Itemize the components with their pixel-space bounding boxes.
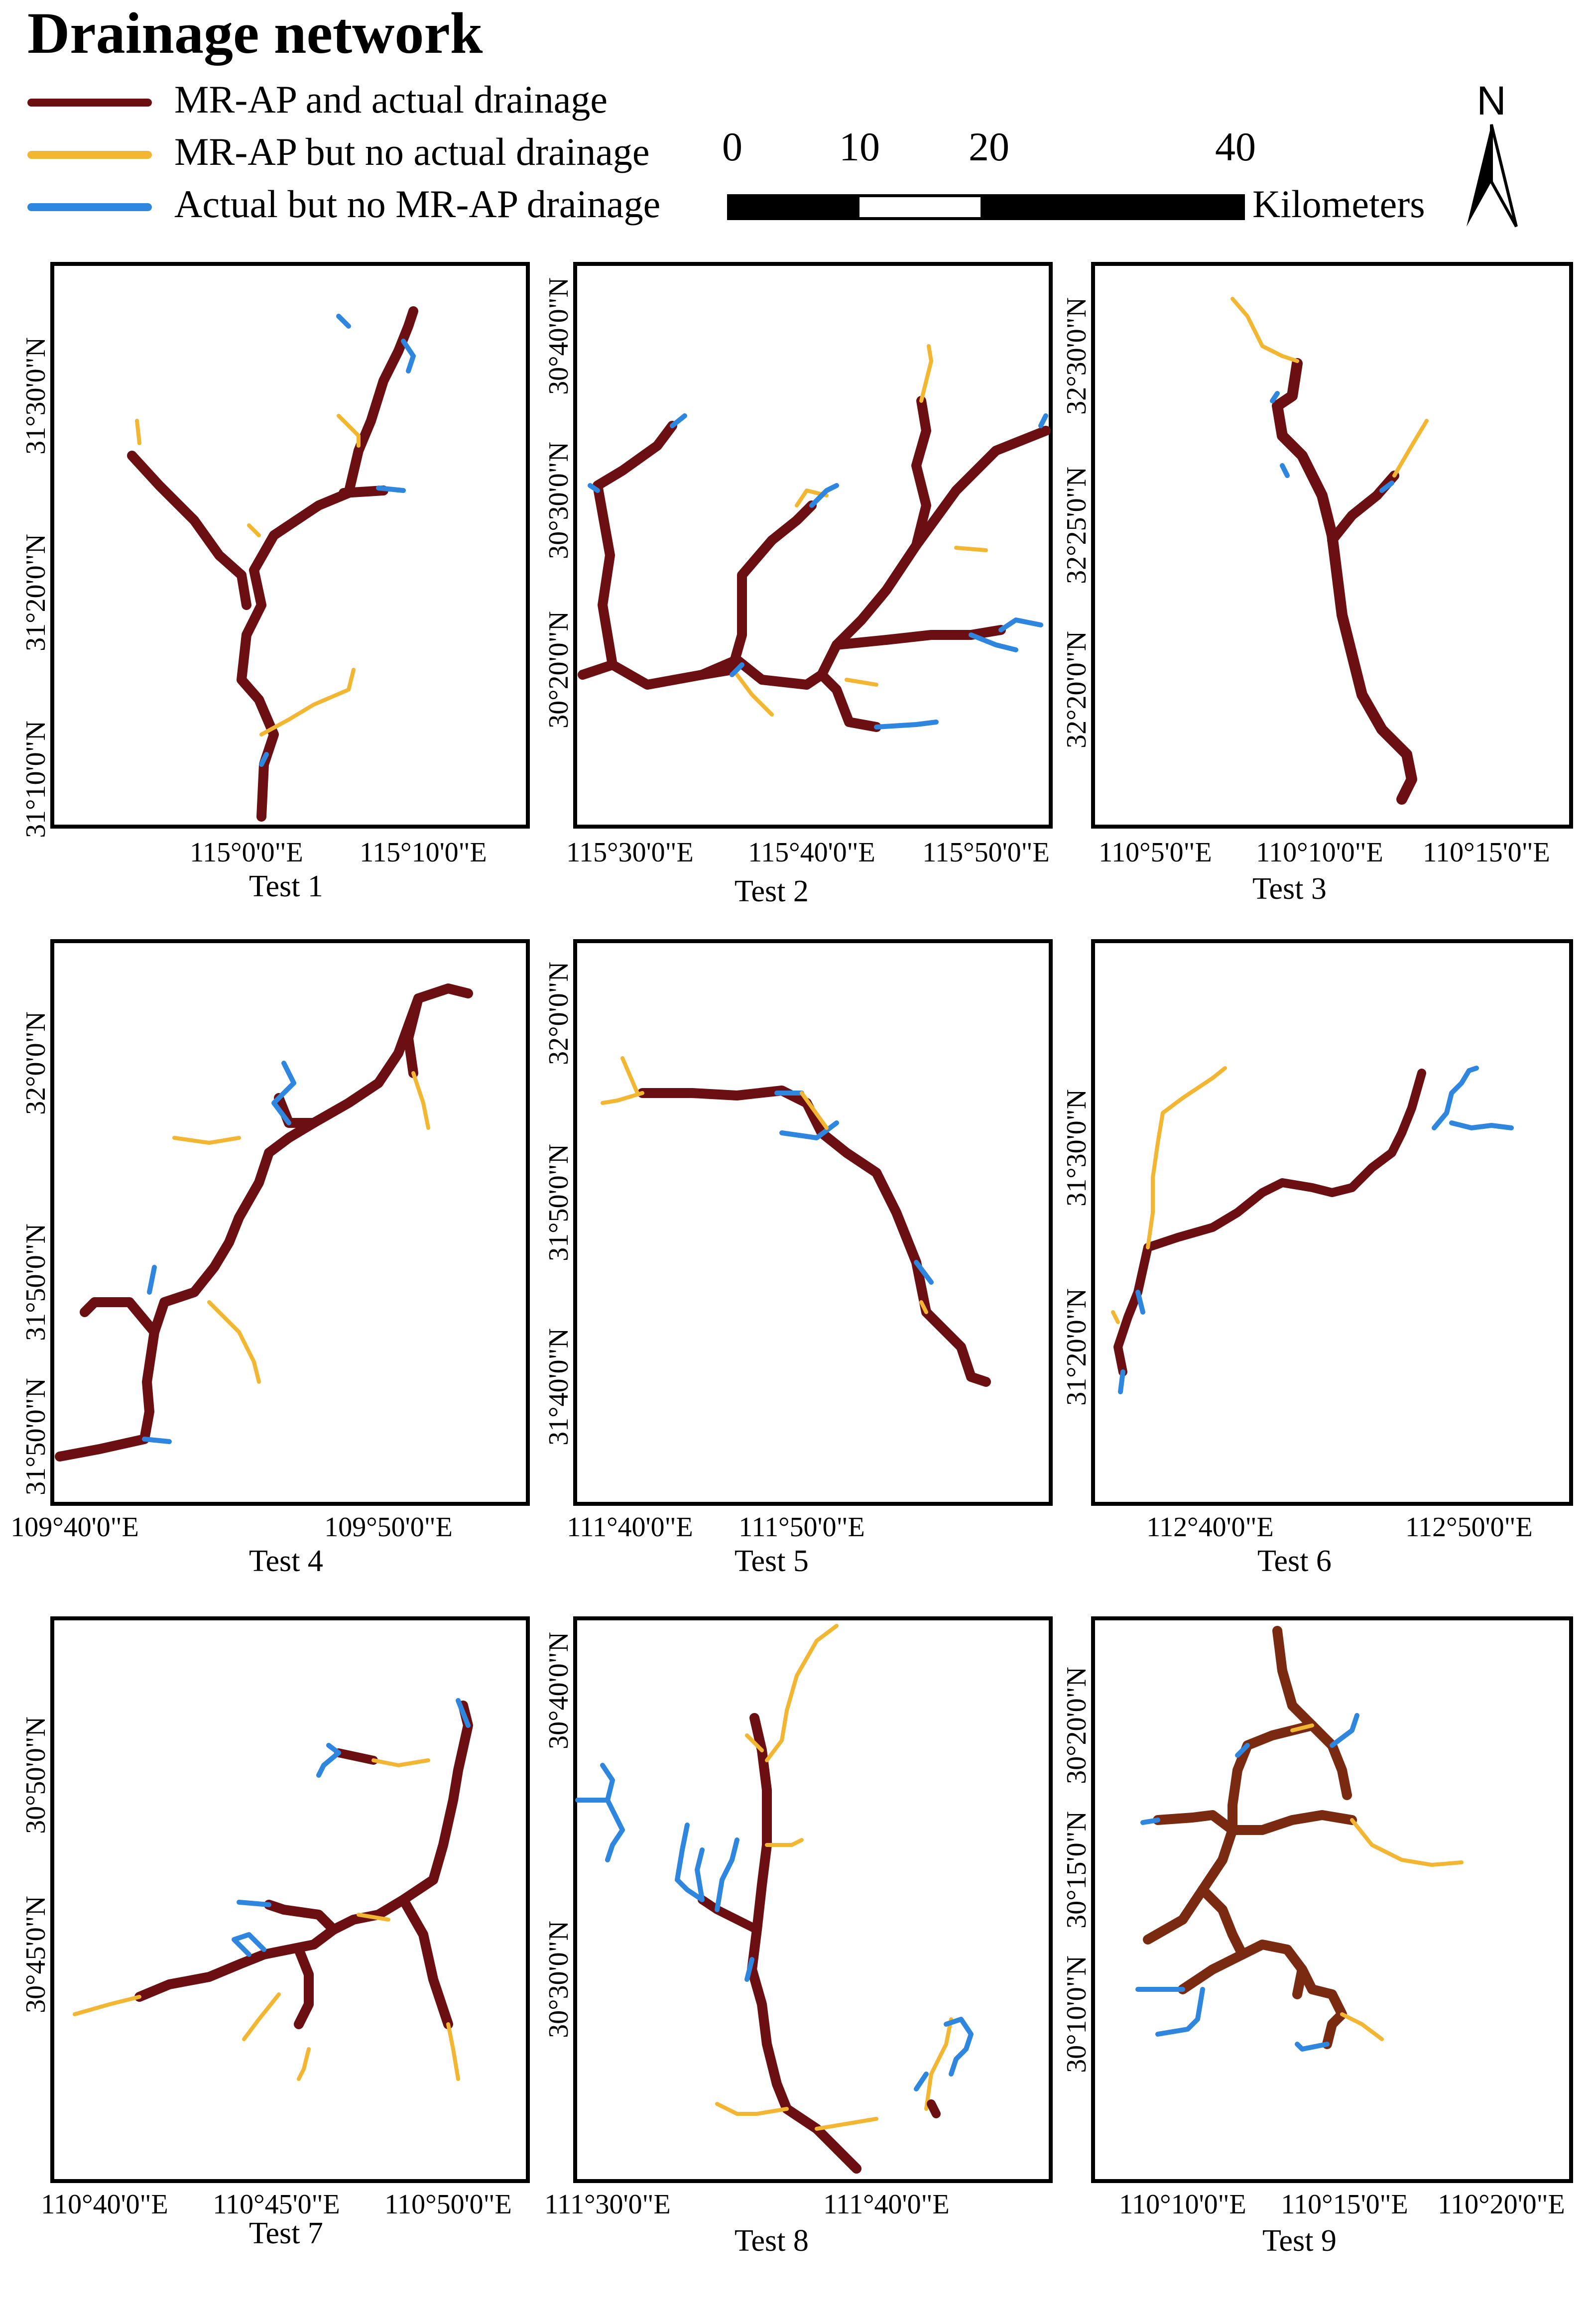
map-test-6: 31°30'0"N 31°20'0"N 112°40'0"E 112°50'0"… [1063,939,1573,1543]
scale-tick-10: 10 [839,124,880,169]
ytick-1: 31°30'0"N [20,337,51,455]
xtick-1: 115°30'0"E [566,837,693,868]
xtick-1: 109°40'0"E [10,1512,139,1543]
north-arrow: N [1457,77,1526,237]
map-test-9: 30°20'0"N 30°15'0"N 30°10'0"N 110°10'0"E… [1063,1616,1573,2220]
ytick-1: 30°50'0"N [20,1716,51,1834]
ytick-3: 31°40'0"N [543,1328,574,1446]
panel-test-1: 31°30'0"N 31°20'0"N 31°10'0"N 115°0'0"E … [10,256,543,964]
legend-label-actual-only: Actual but no MR-AP drainage [174,182,661,226]
scale-segment-1 [727,194,857,220]
ytick-3: 30°10'0"N [1063,1955,1092,2073]
xtick-2: 109°50'0"E [324,1512,453,1543]
map-title: Drainage network [27,0,483,66]
legend-label-matched: MR-AP and actual drainage [174,78,608,121]
ytick-2: 30°15'0"N [1063,1811,1092,1929]
panel-title: Test 4 [249,1544,323,1578]
scale-units: Kilometers [1252,182,1425,226]
panel-test-2: 30°40'0"N 30°30'0"N 30°20'0"N 115°30'0"E… [538,256,1071,964]
map-test-2: 30°40'0"N 30°30'0"N 30°20'0"N 115°30'0"E… [543,262,1053,868]
xtick-2: 110°10'0"E [1256,837,1383,868]
panel-test-9: 30°20'0"N 30°15'0"N 30°10'0"N 110°10'0"E… [1063,1611,1596,2318]
panel-title: Test 3 [1252,872,1327,906]
ytick-2: 31°20'0"N [1063,1288,1092,1406]
map-test-7: 30°50'0"N 30°45'0"N 110°40'0"E 110°45'0"… [20,1616,530,2220]
ytick-2: 30°30'0"N [543,1921,574,2038]
xtick-1: 110°10'0"E [1119,2189,1246,2220]
map-test-1: 31°30'0"N 31°20'0"N 31°10'0"N 115°0'0"E … [20,262,530,868]
xtick-1: 112°40'0"E [1146,1512,1273,1543]
xtick-2: 115°40'0"E [748,837,875,868]
ytick-3: 31°50'0"N [20,1378,51,1495]
xtick-2: 110°15'0"E [1281,2189,1408,2220]
scale-tick-0: 0 [722,124,742,169]
panel-title: Test 1 [249,869,323,903]
xtick-2: 110°45'0"E [213,2189,340,2220]
ytick-1: 30°40'0"N [543,277,574,395]
legend-swatch-mrap-only [27,151,152,159]
legend-item-matched: MR-AP and actual drainage [27,75,725,124]
panel-test-7: 30°50'0"N 30°45'0"N 110°40'0"E 110°45'0"… [10,1611,543,2318]
map-test-5: 32°0'0"N 31°50'0"N 31°40'0"N 111°40'0"E … [543,939,1053,1543]
ytick-3: 32°20'0"N [1063,631,1092,748]
ytick-1: 30°40'0"N [543,1632,574,1749]
scale-segment-3 [983,194,1245,220]
xtick-1: 110°40'0"E [41,2189,168,2220]
ytick-3: 30°20'0"N [543,611,574,729]
ytick-1: 30°20'0"N [1063,1667,1092,1784]
map-test-3: 32°30'0"N 32°25'0"N 32°20'0"N 110°5'0"E … [1063,262,1573,868]
panel-title: Test 9 [1262,2224,1337,2258]
ytick-1: 32°30'0"N [1063,297,1092,415]
panel-title: Test 8 [735,2224,809,2258]
xtick-1: 111°30'0"E [544,2189,670,2220]
xtick-3: 115°50'0"E [922,837,1049,868]
panel-test-4: 32°0'0"N 31°50'0"N 31°50'0"N 109°40'0"E … [10,934,543,1641]
legend-swatch-matched [27,99,152,107]
ytick-2: 30°30'0"N [543,442,574,559]
ytick-2: 32°25'0"N [1063,467,1092,584]
panel-test-8: 30°40'0"N 30°30'0"N 111°30'0"E 111°40'0"… [538,1611,1071,2318]
north-label: N [1476,78,1506,123]
ytick-1: 32°0'0"N [20,1011,51,1115]
panel-test-6: 31°30'0"N 31°20'0"N 112°40'0"E 112°50'0"… [1063,934,1596,1641]
legend-swatch-actual-only [27,203,152,211]
ytick-2: 31°50'0"N [543,1144,574,1261]
panel-test-5: 32°0'0"N 31°50'0"N 31°40'0"N 111°40'0"E … [538,934,1071,1641]
xtick-2: 115°10'0"E [360,837,487,868]
scale-segment-2 [857,194,983,220]
legend-item-actual-only: Actual but no MR-AP drainage [27,179,725,229]
xtick-1: 115°0'0"E [190,837,303,868]
xtick-3: 110°50'0"E [384,2189,511,2220]
xtick-2: 112°50'0"E [1405,1512,1532,1543]
panel-title: Test 2 [735,874,809,908]
ytick-3: 31°10'0"N [20,721,51,838]
north-arrow-icon: N [1467,78,1518,228]
xtick-3: 110°15'0"E [1423,837,1550,868]
legend-label-mrap-only: MR-AP but no actual drainage [174,130,650,173]
xtick-2: 111°40'0"E [823,2189,949,2220]
scale-bar: 0 10 20 40 Kilometers [722,124,1425,226]
panel-test-3: 32°30'0"N 32°25'0"N 32°20'0"N 110°5'0"E … [1063,256,1596,964]
xtick-2: 111°50'0"E [738,1512,864,1543]
ytick-2: 31°20'0"N [20,534,51,651]
legend-item-mrap-only: MR-AP but no actual drainage [27,127,725,177]
scale-tick-40: 40 [1215,124,1256,169]
ytick-2: 31°50'0"N [20,1223,51,1341]
scale-tick-20: 20 [969,124,1009,169]
panel-title: Test 5 [735,1544,809,1578]
panel-title: Test 6 [1257,1544,1332,1578]
map-test-4: 32°0'0"N 31°50'0"N 31°50'0"N 109°40'0"E … [10,939,530,1543]
xtick-3: 110°20'0"E [1438,2189,1565,2220]
ytick-2: 30°45'0"N [20,1896,51,2013]
panel-title: Test 7 [249,2216,323,2250]
ytick-1: 32°0'0"N [543,962,574,1065]
ytick-1: 31°30'0"N [1063,1089,1092,1207]
xtick-1: 111°40'0"E [567,1512,693,1543]
xtick-1: 110°5'0"E [1099,837,1212,868]
map-test-8: 30°40'0"N 30°30'0"N 111°30'0"E 111°40'0"… [543,1616,1053,2220]
